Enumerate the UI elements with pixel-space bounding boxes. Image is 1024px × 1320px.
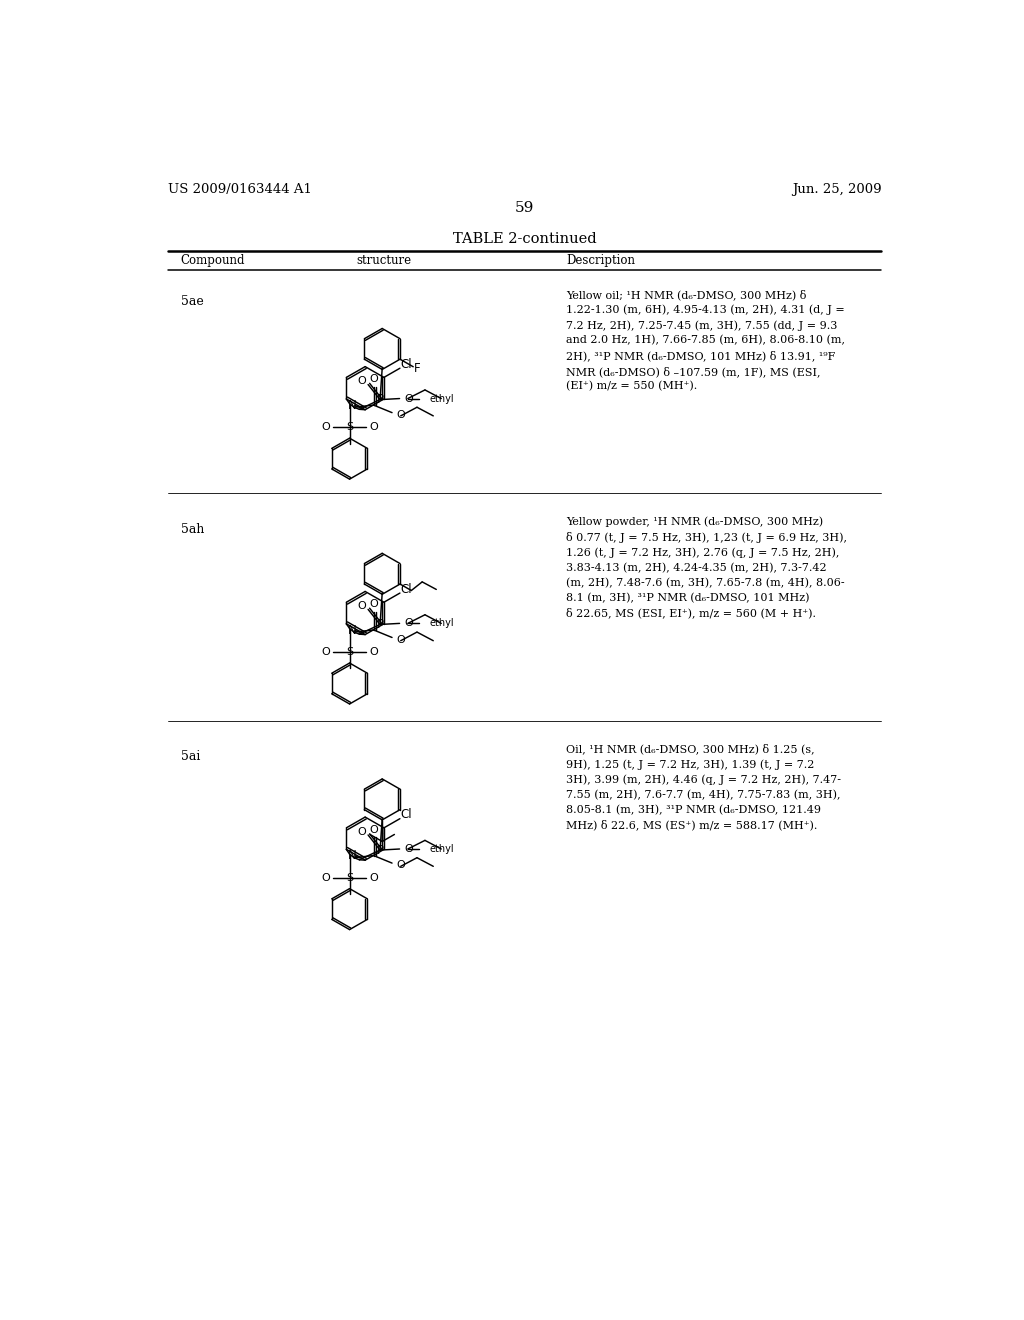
Text: 5ae: 5ae	[180, 296, 204, 309]
Text: P: P	[377, 843, 384, 857]
Text: O: O	[396, 409, 406, 420]
Text: O: O	[403, 618, 413, 628]
Text: 5ah: 5ah	[180, 523, 204, 536]
Text: N: N	[347, 623, 356, 636]
Text: O: O	[370, 599, 378, 609]
Text: O: O	[369, 647, 378, 657]
Text: O: O	[370, 375, 378, 384]
Text: ethyl: ethyl	[430, 843, 455, 854]
Text: Cl: Cl	[400, 358, 413, 371]
Text: S: S	[346, 647, 353, 657]
Text: F: F	[414, 363, 420, 375]
Text: O: O	[370, 825, 378, 834]
Text: Oil, ¹H NMR (d₆-DMSO, 300 MHz) δ 1.25 (s,
9H), 1.25 (t, J = 7.2 Hz, 3H), 1.39 (t: Oil, ¹H NMR (d₆-DMSO, 300 MHz) δ 1.25 (s…	[566, 743, 841, 830]
Text: structure: structure	[356, 253, 412, 267]
Text: O: O	[369, 873, 378, 883]
Text: O: O	[403, 843, 413, 854]
Text: Yellow oil; ¹H NMR (d₆-DMSO, 300 MHz) δ
1.22-1.30 (m, 6H), 4.95-4.13 (m, 2H), 4.: Yellow oil; ¹H NMR (d₆-DMSO, 300 MHz) δ …	[566, 289, 845, 392]
Text: US 2009/0163444 A1: US 2009/0163444 A1	[168, 182, 312, 195]
Text: N: N	[347, 399, 356, 412]
Text: Cl: Cl	[400, 583, 413, 595]
Text: ethyl: ethyl	[430, 618, 455, 628]
Text: P: P	[377, 618, 384, 631]
Text: P: P	[377, 393, 384, 407]
Text: Jun. 25, 2009: Jun. 25, 2009	[792, 182, 882, 195]
Text: O: O	[396, 635, 406, 644]
Text: O: O	[322, 422, 330, 433]
Text: 5ai: 5ai	[180, 750, 200, 763]
Text: O: O	[357, 601, 366, 611]
Text: ethyl: ethyl	[430, 393, 455, 404]
Text: Yellow powder, ¹H NMR (d₆-DMSO, 300 MHz)
δ 0.77 (t, J = 7.5 Hz, 3H), 1,23 (t, J : Yellow powder, ¹H NMR (d₆-DMSO, 300 MHz)…	[566, 516, 847, 619]
Text: 59: 59	[515, 202, 535, 215]
Text: O: O	[369, 422, 378, 433]
Text: Description: Description	[566, 253, 635, 267]
Text: S: S	[346, 873, 353, 883]
Text: O: O	[322, 647, 330, 657]
Text: O: O	[357, 376, 366, 387]
Text: O: O	[403, 393, 413, 404]
Text: TABLE 2-continued: TABLE 2-continued	[453, 232, 597, 247]
Text: O: O	[357, 826, 366, 837]
Text: Compound: Compound	[180, 253, 245, 267]
Text: Cl: Cl	[400, 808, 413, 821]
Text: O: O	[322, 873, 330, 883]
Text: O: O	[396, 861, 406, 870]
Text: N: N	[347, 849, 356, 862]
Text: S: S	[346, 422, 353, 433]
